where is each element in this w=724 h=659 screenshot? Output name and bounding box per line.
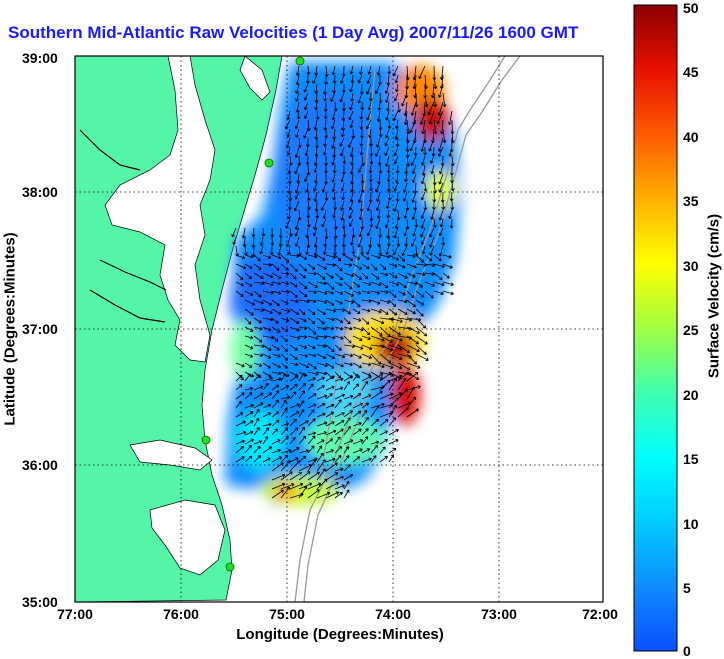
x-axis-label: Longitude (Degrees:Minutes) bbox=[236, 626, 444, 643]
x-tick-label: 75:00 bbox=[269, 606, 305, 622]
y-axis-label: Latitude (Degrees:Minutes) bbox=[1, 232, 19, 426]
chesapeake-bay bbox=[104, 56, 216, 363]
colorbar-tick: 0 bbox=[683, 643, 691, 659]
colorbar-label: Surface Velocity (cm/s) bbox=[705, 213, 723, 379]
radar-stations bbox=[201, 56, 305, 572]
velocity-field bbox=[225, 62, 460, 505]
colorbar-tick: 30 bbox=[683, 258, 699, 274]
station-marker bbox=[264, 158, 274, 168]
y-tick-label: 36:00 bbox=[22, 457, 58, 473]
plot-frame bbox=[74, 55, 604, 603]
station-marker bbox=[225, 562, 235, 572]
velocity-arrows bbox=[231, 65, 455, 499]
colorbar-tick: 25 bbox=[683, 322, 699, 338]
map-title: Southern Mid-Atlantic Raw Velocities (1 … bbox=[8, 23, 579, 42]
velocity-vectors bbox=[231, 65, 455, 499]
x-tick-label: 74:00 bbox=[375, 606, 411, 622]
york-river bbox=[99, 259, 167, 291]
colorbar-tick: 40 bbox=[683, 129, 699, 145]
y-tick-label: 37:00 bbox=[22, 321, 58, 337]
colorbar-tick: 45 bbox=[683, 64, 699, 80]
colorbar-tick: 15 bbox=[683, 451, 699, 467]
potomac-river bbox=[79, 129, 141, 171]
y-tick-label: 39:00 bbox=[22, 50, 58, 66]
colorbar-tick: 20 bbox=[683, 387, 699, 403]
james-river bbox=[89, 289, 166, 323]
bathymetry-contours bbox=[294, 56, 521, 602]
station-marker bbox=[295, 56, 305, 66]
grid-lines bbox=[75, 56, 603, 602]
pamlico-sound bbox=[149, 499, 226, 576]
colorbar-tick: 35 bbox=[683, 193, 699, 209]
colorbar-tick: 10 bbox=[683, 516, 699, 532]
y-tick-label: 35:00 bbox=[22, 594, 58, 610]
x-tick-label: 73:00 bbox=[481, 606, 517, 622]
station-marker bbox=[201, 435, 211, 445]
delaware-bay bbox=[239, 56, 271, 101]
x-tick-label: 72:00 bbox=[582, 606, 618, 622]
x-tick-label: 76:00 bbox=[163, 606, 199, 622]
colorbar-tick: 5 bbox=[683, 580, 691, 596]
y-tick-label: 38:00 bbox=[22, 184, 58, 200]
colorbar-tick: 50 bbox=[683, 0, 699, 16]
colorbar bbox=[633, 4, 678, 652]
x-tick-label: 77:00 bbox=[57, 606, 93, 622]
